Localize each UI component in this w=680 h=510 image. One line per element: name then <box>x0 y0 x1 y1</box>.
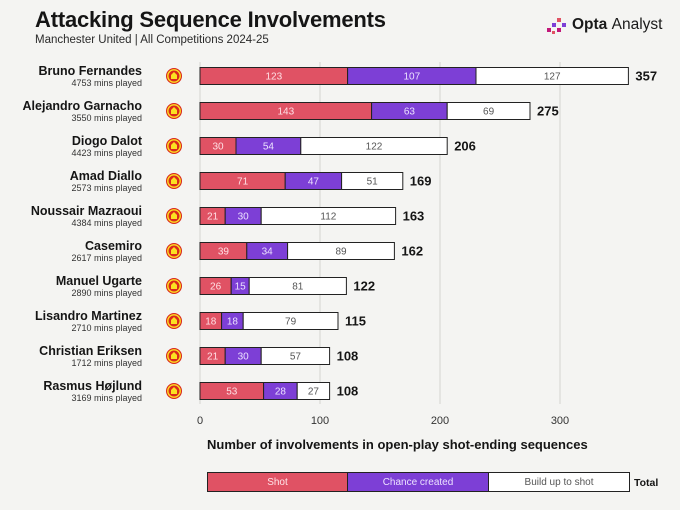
bar-segment-shot-label: 26 <box>210 282 222 293</box>
bar-segment-build-up-label: 51 <box>367 177 379 188</box>
bar-total-label: 162 <box>401 244 423 259</box>
player-name: Diogo Dalot <box>72 134 143 148</box>
bar-segment-build-up-label: 57 <box>290 352 302 363</box>
legend-build-up: Build up to shot <box>489 473 629 491</box>
bar-total-label: 169 <box>410 174 432 189</box>
bar-segment-build-up-label: 112 <box>320 212 336 223</box>
bar-segment-chance-created-label: 15 <box>235 282 247 293</box>
legend-chance-created: Chance created <box>348 473 489 491</box>
man-utd-crest-icon <box>166 103 182 119</box>
player-name: Rasmus Højlund <box>43 379 142 393</box>
bar-segment-build-up-label: 127 <box>544 72 561 83</box>
legend-shot: Shot <box>208 473 348 491</box>
bar-total-label: 108 <box>337 384 359 399</box>
player-name: Lisandro Martinez <box>35 309 142 323</box>
player-minutes: 2710 mins played <box>71 323 142 333</box>
bar-segment-shot-label: 39 <box>218 247 230 258</box>
bar-segment-chance-created-label: 30 <box>238 212 250 223</box>
player-minutes: 2573 mins played <box>71 183 142 193</box>
bar-segment-build-up-label: 122 <box>366 142 383 153</box>
bar-segment-build-up-label: 89 <box>335 247 347 258</box>
bar-segment-chance-created-label: 54 <box>263 142 275 153</box>
player-name: Christian Eriksen <box>39 344 142 358</box>
bar-segment-shot-label: 18 <box>205 317 217 328</box>
bar-segment-build-up <box>260 347 331 365</box>
bar-segment-build-up <box>296 382 331 400</box>
bar-segment-build-up <box>341 172 404 190</box>
bar-segment-shot-label: 71 <box>237 177 249 188</box>
bar-total-label: 108 <box>337 349 359 364</box>
opta-analyst-logo: Opta Analyst <box>546 14 662 36</box>
man-utd-crest-icon <box>166 348 182 364</box>
brand-name: Opta Analyst <box>572 16 663 33</box>
player-minutes: 4423 mins played <box>71 148 142 158</box>
man-utd-crest-icon <box>166 138 182 154</box>
man-utd-crest-icon <box>166 173 182 189</box>
bar-segment-build-up <box>300 137 448 155</box>
bar-segment-chance-created-label: 34 <box>262 247 274 258</box>
man-utd-crest-icon <box>166 208 182 224</box>
bar-segment-build-up-label: 69 <box>483 107 495 118</box>
bar-segment-build-up <box>446 102 531 120</box>
man-utd-crest-icon <box>166 313 182 329</box>
bar-total-label: 122 <box>353 279 375 294</box>
man-utd-crest-icon <box>166 68 182 84</box>
player-minutes: 2890 mins played <box>71 288 142 298</box>
player-name: Amad Diallo <box>70 169 143 183</box>
bar-segment-build-up <box>260 207 397 225</box>
player-minutes: 4384 mins played <box>71 218 142 228</box>
man-utd-crest-icon <box>166 383 182 399</box>
bar-total-label: 206 <box>454 139 476 154</box>
x-tick-label: 200 <box>431 415 449 427</box>
bar-segment-chance-created-label: 107 <box>403 72 420 83</box>
player-name: Casemiro <box>85 239 142 253</box>
bar-segment-shot-label: 21 <box>207 352 219 363</box>
bar-segment-build-up <box>242 312 339 330</box>
bar-total-label: 163 <box>403 209 425 224</box>
bar-total-label: 357 <box>635 69 657 84</box>
player-minutes: 4753 mins played <box>71 78 142 88</box>
legend: Shot Chance created Build up to shot <box>207 472 630 492</box>
player-minutes: 2617 mins played <box>71 253 142 263</box>
opta-logo-icon <box>547 18 566 34</box>
x-axis-label: Number of involvements in open-play shot… <box>207 437 588 452</box>
bar-segment-chance-created-label: 18 <box>227 317 239 328</box>
player-name: Alejandro Garnacho <box>23 99 143 113</box>
bar-segment-chance-created-label: 63 <box>404 107 416 118</box>
bar-segment-build-up <box>287 242 395 260</box>
x-tick-label: 100 <box>311 415 329 427</box>
x-tick-label: 300 <box>551 415 569 427</box>
bar-segment-chance-created-label: 47 <box>308 177 320 188</box>
player-name: Noussair Mazraoui <box>31 204 142 218</box>
bar-segment-build-up <box>475 67 629 85</box>
player-minutes: 1712 mins played <box>71 358 142 368</box>
bar-segment-build-up <box>248 277 347 295</box>
bar-segment-chance-created-label: 30 <box>238 352 250 363</box>
bar-segment-build-up-label: 27 <box>308 387 320 398</box>
bar-segment-shot-label: 143 <box>277 107 294 118</box>
bar-total-label: 275 <box>537 104 559 119</box>
bar-segment-chance-created-label: 28 <box>275 387 287 398</box>
bar-segment-build-up-label: 79 <box>285 317 297 328</box>
man-utd-crest-icon <box>166 278 182 294</box>
chart-subtitle: Manchester United | All Competitions 202… <box>35 34 269 46</box>
chart-title: Attacking Sequence Involvements <box>35 7 386 32</box>
bar-segment-shot-label: 21 <box>207 212 219 223</box>
player-name: Manuel Ugarte <box>56 274 142 288</box>
bar-segment-shot-label: 123 <box>265 72 282 83</box>
bar-total-label: 115 <box>345 314 366 329</box>
bar-segment-shot-label: 53 <box>226 387 238 398</box>
x-tick-label: 0 <box>197 415 203 427</box>
bar-segment-build-up-label: 81 <box>292 282 304 293</box>
bar-segment-shot-label: 30 <box>212 142 224 153</box>
player-minutes: 3169 mins played <box>71 393 142 403</box>
player-minutes: 3550 mins played <box>71 113 142 123</box>
man-utd-crest-icon <box>166 243 182 259</box>
legend-total: Total <box>634 477 659 489</box>
player-name: Bruno Fernandes <box>39 64 143 78</box>
